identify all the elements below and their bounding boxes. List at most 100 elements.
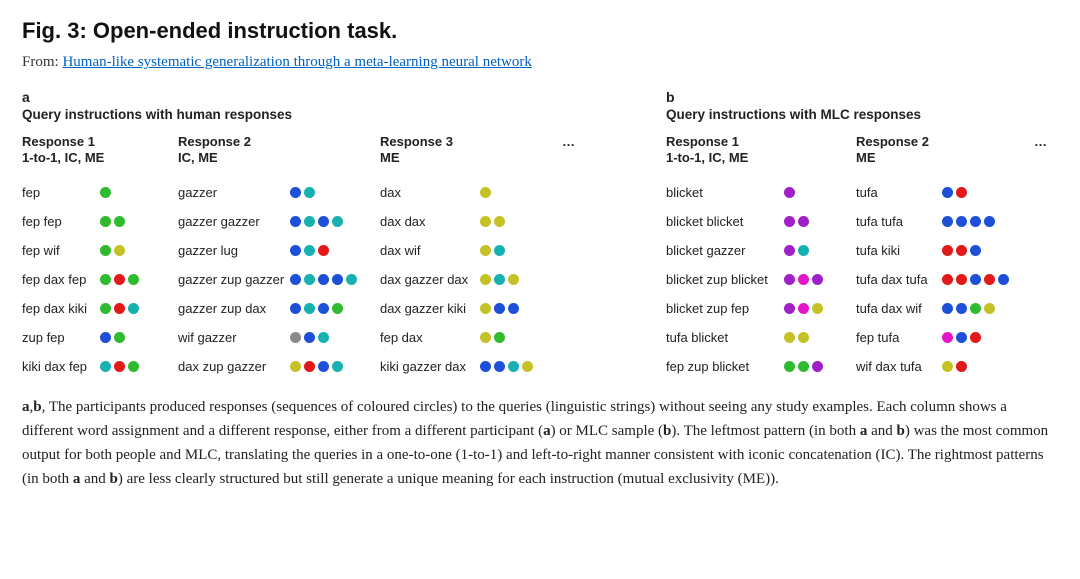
caption-bold: b	[110, 471, 118, 487]
dot-icon	[480, 187, 491, 198]
dot-icon	[956, 361, 967, 372]
dot-icon	[290, 303, 301, 314]
response-dots	[784, 361, 856, 372]
dot-icon	[784, 303, 795, 314]
dot-icon	[318, 361, 329, 372]
dot-icon	[290, 361, 301, 372]
query-text: gazzer gazzer	[178, 214, 290, 229]
query-text: dax gazzer dax	[380, 272, 480, 287]
dot-icon	[508, 361, 519, 372]
query-row: dax wif	[380, 236, 562, 265]
response-dots	[942, 332, 1034, 343]
query-row: dax gazzer kiki	[380, 294, 562, 323]
dot-icon	[942, 332, 953, 343]
ellipsis-header: …	[1034, 134, 1047, 168]
response-dots	[784, 187, 856, 198]
column-header: Response 1 1-to-1, IC, ME	[666, 134, 856, 168]
query-text: dax	[380, 185, 480, 200]
query-text: fep dax fep	[22, 272, 100, 287]
dot-icon	[956, 187, 967, 198]
dot-icon	[290, 187, 301, 198]
dot-icon	[114, 274, 125, 285]
dot-icon	[798, 216, 809, 227]
dot-icon	[304, 332, 315, 343]
query-row: blicket	[666, 178, 856, 207]
response-dots	[784, 216, 856, 227]
dot-icon	[318, 274, 329, 285]
query-row: blicket gazzer	[666, 236, 856, 265]
query-row: kiki dax fep	[22, 352, 178, 381]
dot-icon	[114, 332, 125, 343]
response-dots	[784, 303, 856, 314]
query-text: fep fep	[22, 214, 100, 229]
dot-icon	[290, 274, 301, 285]
caption-text: ). The leftmost pattern (in both	[671, 423, 859, 439]
response-dots	[290, 216, 380, 227]
dot-icon	[798, 361, 809, 372]
query-text: blicket gazzer	[666, 243, 784, 258]
query-text: kiki dax fep	[22, 359, 100, 374]
query-row: tufa dax wif	[856, 294, 1034, 323]
query-row: wif dax tufa	[856, 352, 1034, 381]
query-row: fep tufa	[856, 323, 1034, 352]
query-row: fep dax kiki	[22, 294, 178, 323]
panel-letter-a: a	[22, 89, 642, 105]
response-dots	[480, 274, 562, 285]
dot-icon	[114, 361, 125, 372]
response-dots	[100, 245, 178, 256]
dot-icon	[942, 361, 953, 372]
query-row: blicket zup blicket	[666, 265, 856, 294]
dot-icon	[942, 187, 953, 198]
query-text: blicket	[666, 185, 784, 200]
query-row: tufa dax tufa	[856, 265, 1034, 294]
dot-icon	[784, 216, 795, 227]
dot-icon	[942, 303, 953, 314]
dot-icon	[480, 216, 491, 227]
query-text: gazzer lug	[178, 243, 290, 258]
response-dots	[290, 303, 380, 314]
query-row: tufa blicket	[666, 323, 856, 352]
query-text: zup fep	[22, 330, 100, 345]
response-dots	[100, 187, 178, 198]
dot-icon	[304, 245, 315, 256]
query-text: blicket zup blicket	[666, 272, 784, 287]
dot-icon	[508, 303, 519, 314]
response-column: Response 3 MEdaxdax daxdax wifdax gazzer…	[380, 134, 562, 381]
dot-icon	[494, 216, 505, 227]
dot-icon	[128, 361, 139, 372]
query-text: fep	[22, 185, 100, 200]
dot-icon	[494, 245, 505, 256]
dot-icon	[332, 274, 343, 285]
dot-icon	[100, 187, 111, 198]
query-row: gazzer zup dax	[178, 294, 380, 323]
response-dots	[100, 303, 178, 314]
dot-icon	[100, 303, 111, 314]
response-dots	[100, 361, 178, 372]
response-dots	[480, 187, 562, 198]
dot-icon	[304, 187, 315, 198]
dot-icon	[318, 245, 329, 256]
query-text: gazzer	[178, 185, 290, 200]
panel-a: a Query instructions with human response…	[22, 89, 642, 381]
response-dots	[290, 245, 380, 256]
query-text: kiki gazzer dax	[380, 359, 480, 374]
query-row: gazzer	[178, 178, 380, 207]
query-row: dax zup gazzer	[178, 352, 380, 381]
query-row: dax	[380, 178, 562, 207]
dot-icon	[942, 216, 953, 227]
response-dots	[100, 274, 178, 285]
dot-icon	[784, 332, 795, 343]
dot-icon	[318, 303, 329, 314]
dot-icon	[318, 332, 329, 343]
response-dots	[100, 332, 178, 343]
query-text: tufa dax tufa	[856, 272, 942, 287]
figure-title: Fig. 3: Open-ended instruction task.	[22, 18, 1058, 44]
source-link[interactable]: Human-like systematic generalization thr…	[62, 54, 531, 70]
dot-icon	[798, 332, 809, 343]
query-text: blicket zup fep	[666, 301, 784, 316]
dot-icon	[784, 274, 795, 285]
dot-icon	[480, 332, 491, 343]
dot-icon	[494, 303, 505, 314]
dot-icon	[784, 245, 795, 256]
dot-icon	[984, 274, 995, 285]
